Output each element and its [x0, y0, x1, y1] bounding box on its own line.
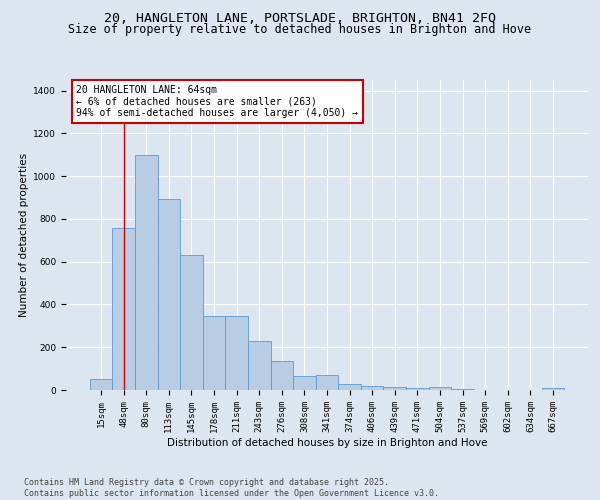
- Text: 20 HANGLETON LANE: 64sqm
← 6% of detached houses are smaller (263)
94% of semi-d: 20 HANGLETON LANE: 64sqm ← 6% of detache…: [76, 84, 358, 118]
- Text: Contains HM Land Registry data © Crown copyright and database right 2025.
Contai: Contains HM Land Registry data © Crown c…: [24, 478, 439, 498]
- Bar: [428, 388, 451, 390]
- Text: Size of property relative to detached houses in Brighton and Hove: Size of property relative to detached ho…: [68, 22, 532, 36]
- Bar: [293, 376, 316, 390]
- X-axis label: Distribution of detached houses by size in Brighton and Hove: Distribution of detached houses by size …: [167, 438, 487, 448]
- Bar: [383, 387, 406, 390]
- Bar: [316, 375, 338, 390]
- Bar: [271, 361, 293, 390]
- Bar: [90, 380, 112, 390]
- Bar: [542, 388, 564, 390]
- Y-axis label: Number of detached properties: Number of detached properties: [19, 153, 29, 317]
- Bar: [158, 198, 180, 390]
- Bar: [203, 316, 226, 390]
- Bar: [248, 341, 271, 390]
- Bar: [338, 384, 361, 390]
- Bar: [361, 386, 383, 390]
- Bar: [406, 388, 428, 390]
- Bar: [112, 228, 135, 390]
- Bar: [180, 256, 203, 390]
- Bar: [226, 316, 248, 390]
- Text: 20, HANGLETON LANE, PORTSLADE, BRIGHTON, BN41 2FQ: 20, HANGLETON LANE, PORTSLADE, BRIGHTON,…: [104, 12, 496, 26]
- Bar: [135, 155, 158, 390]
